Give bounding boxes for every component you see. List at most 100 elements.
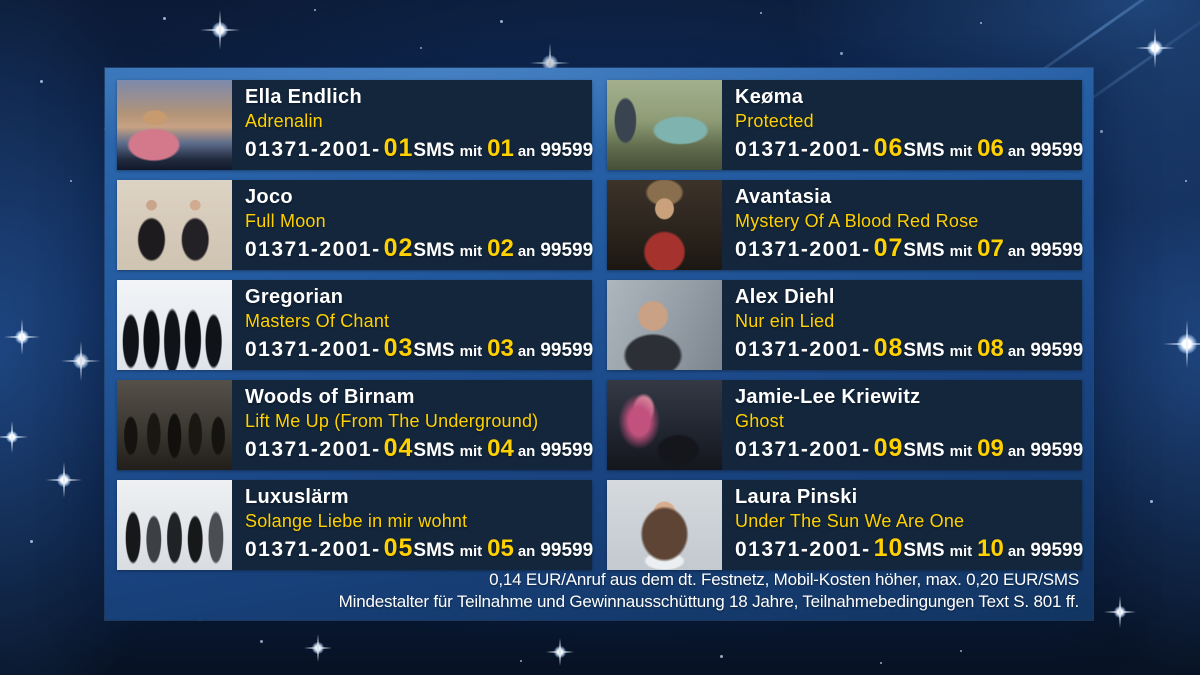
artist-photo — [117, 280, 232, 370]
vote-number: 02 — [383, 234, 414, 262]
entry-tile-06: Keøma Protected 01371-2001- 06 SMS mit 0… — [607, 80, 1083, 170]
song-title: Lift Me Up (From The Underground) — [245, 411, 539, 431]
footer-line-2: Mindestalter für Teilnahme und Gewinnaus… — [338, 592, 1080, 611]
artist-name: Gregorian — [245, 286, 344, 308]
sms-shortcode: 99599 — [1030, 440, 1084, 461]
entry-tile-01: Ella Endlich Adrenalin 01371-2001- 01 SM… — [117, 80, 593, 170]
artist-name: Luxuslärm — [245, 486, 349, 508]
sms-an-word: an — [1007, 243, 1026, 260]
footer-line-1: 0,14 EUR/Anruf aus dem dt. Festnetz, Mob… — [489, 570, 1079, 589]
entry-tile-08: Alex Diehl Nur ein Lied 01371-2001- 08 S… — [607, 280, 1083, 370]
vote-line: 01371-2001- 06 SMS mit 06 an 99599 — [735, 134, 1083, 163]
sms-instruction: SMS mit 07 an 99599 — [903, 235, 1087, 263]
entry-tile-02: Joco Full Moon 01371-2001- 02 SMS mit 02… — [117, 180, 594, 270]
sms-mit-word: mit — [459, 343, 483, 360]
artist-photo — [607, 180, 722, 270]
sms-shortcode: 99599 — [540, 440, 594, 461]
sparkle-icon — [4, 319, 40, 355]
sparkle-icon — [0, 421, 28, 453]
phone-number-prefix: 01371-2001- — [735, 438, 871, 461]
sms-mit-word: mit — [459, 543, 483, 560]
phone-number-prefix: 01371-2001- — [245, 138, 381, 161]
sms-vote-number: 01 — [487, 135, 514, 162]
sms-word: SMS — [903, 540, 945, 561]
vote-number: 05 — [383, 534, 414, 562]
sms-instruction: SMS mit 09 an 99599 — [903, 435, 1087, 463]
sparkle-icon — [46, 462, 82, 498]
sms-shortcode: 99599 — [540, 240, 594, 261]
sms-an-word: an — [1007, 143, 1026, 160]
sms-word: SMS — [413, 440, 455, 461]
sparkle-icon — [200, 10, 240, 50]
sms-shortcode: 99599 — [1030, 140, 1084, 161]
sparkle-icon — [1104, 596, 1136, 628]
vote-line: 01371-2001- 10 SMS mit 10 an 99599 — [735, 534, 1083, 563]
sms-an-word: an — [517, 543, 536, 560]
entry-tile-07: Avantasia Mystery Of A Blood Red Rose 01… — [607, 180, 1083, 270]
sms-shortcode: 99599 — [1030, 340, 1084, 361]
phone-number-prefix: 01371-2001- — [245, 538, 381, 561]
sms-an-word: an — [1007, 343, 1026, 360]
entry-tile-10: Laura Pinski Under The Sun We Are One 01… — [607, 480, 1083, 570]
sms-shortcode: 99599 — [1030, 240, 1084, 261]
sms-instruction: SMS mit 03 an 99599 — [413, 335, 597, 363]
artist-name: Joco — [245, 186, 293, 208]
entry-tile-05: Luxuslärm Solange Liebe in mir wohnt 013… — [117, 480, 593, 570]
sms-word: SMS — [903, 140, 945, 161]
song-title: Adrenalin — [245, 111, 323, 131]
sms-vote-number: 09 — [977, 435, 1004, 462]
sms-mit-word: mit — [459, 443, 483, 460]
artist-photo — [607, 480, 722, 570]
song-title: Solange Liebe in mir wohnt — [245, 511, 468, 531]
phone-number-prefix: 01371-2001- — [245, 238, 381, 261]
sms-an-word: an — [517, 343, 536, 360]
vote-line: 01371-2001- 09 SMS mit 09 an 99599 — [735, 434, 1083, 463]
sms-word: SMS — [413, 240, 455, 261]
artist-photo — [117, 180, 232, 270]
sms-vote-number: 07 — [977, 235, 1004, 262]
sms-instruction: SMS mit 08 an 99599 — [903, 335, 1087, 363]
sms-an-word: an — [1007, 543, 1026, 560]
sms-word: SMS — [903, 340, 945, 361]
song-title: Nur ein Lied — [735, 311, 835, 331]
sms-vote-number: 10 — [977, 535, 1004, 562]
vote-number: 04 — [383, 434, 414, 462]
sms-mit-word: mit — [459, 143, 483, 160]
sms-vote-number: 03 — [487, 335, 514, 362]
sms-instruction: SMS mit 05 an 99599 — [413, 535, 597, 563]
vote-line: 01371-2001- 04 SMS mit 04 an 99599 — [245, 434, 593, 463]
sms-instruction: SMS mit 10 an 99599 — [903, 535, 1087, 563]
artist-photo — [117, 480, 232, 570]
sms-vote-number: 04 — [487, 435, 514, 462]
phone-number-prefix: 01371-2001- — [245, 438, 381, 461]
sms-word: SMS — [903, 440, 945, 461]
vote-line: 01371-2001- 08 SMS mit 08 an 99599 — [735, 334, 1083, 363]
sms-instruction: SMS mit 04 an 99599 — [413, 435, 597, 463]
sms-an-word: an — [517, 143, 536, 160]
entry-tile-03: Gregorian Masters Of Chant 01371-2001- 0… — [117, 280, 593, 370]
sms-word: SMS — [903, 240, 945, 261]
vote-number: 08 — [873, 334, 904, 362]
sms-an-word: an — [1007, 443, 1026, 460]
artist-name: Ella Endlich — [245, 86, 362, 108]
artist-photo — [607, 280, 722, 370]
artist-name: Keøma — [735, 86, 804, 108]
song-title: Mystery Of A Blood Red Rose — [735, 211, 979, 231]
sms-mit-word: mit — [459, 243, 483, 260]
sparkle-icon — [1163, 320, 1200, 368]
entry-tile-04: Woods of Birnam Lift Me Up (From The Und… — [117, 380, 593, 470]
sms-vote-number: 06 — [977, 135, 1004, 162]
sms-shortcode: 99599 — [540, 540, 594, 561]
sms-an-word: an — [517, 243, 536, 260]
artist-photo — [117, 380, 232, 470]
sparkle-icon — [546, 638, 574, 666]
vote-line: 01371-2001- 03 SMS mit 03 an 99599 — [245, 334, 593, 363]
song-title: Protected — [735, 111, 814, 131]
sms-word: SMS — [413, 340, 455, 361]
phone-number-prefix: 01371-2001- — [735, 138, 871, 161]
artist-name: Avantasia — [735, 186, 832, 208]
voting-panel: Ella Endlich Adrenalin 01371-2001- 01 SM… — [105, 68, 1093, 620]
sparkle-icon — [61, 341, 101, 381]
sms-instruction: SMS mit 06 an 99599 — [903, 135, 1087, 163]
vote-number: 01 — [383, 134, 414, 162]
